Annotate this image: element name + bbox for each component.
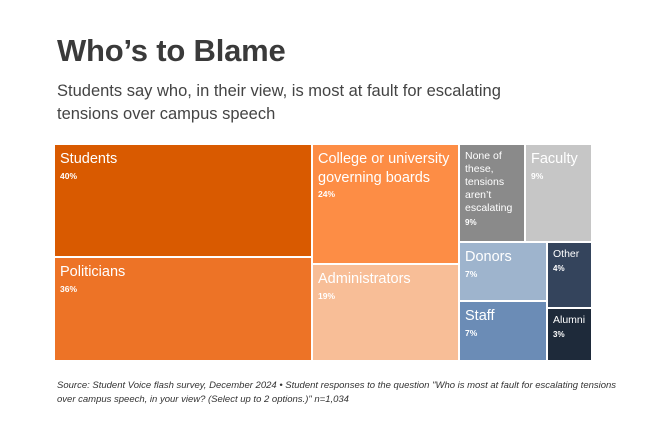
treemap-cell-administrators: Administrators 19% — [313, 265, 460, 360]
treemap-label-boards: College or university governing boards 24… — [318, 150, 454, 200]
treemap-label-donors: Donors 7% — [465, 248, 542, 280]
treemap-cell-none: None of these, tensions aren’t escalatin… — [460, 145, 526, 243]
treemap-label-text: None of these, tensions aren’t escalatin… — [465, 150, 513, 214]
treemap-label-politicians: Politicians 36% — [60, 263, 307, 295]
treemap-label-text: Politicians — [60, 264, 126, 280]
treemap-value-label: 4% — [553, 264, 565, 273]
treemap-cell-staff: Staff 7% — [460, 302, 548, 360]
treemap-value-label: 19% — [318, 290, 336, 301]
treemap-cell-donors: Donors 7% — [460, 243, 548, 302]
treemap-label-text: College or university governing boards — [318, 151, 450, 186]
treemap-label-text: Staff — [465, 308, 495, 324]
treemap-cell-students: Students 40% — [55, 145, 313, 258]
treemap-value-label: 36% — [60, 283, 78, 294]
treemap-value-label: 9% — [465, 218, 477, 227]
treemap-label-faculty: Faculty 9% — [531, 150, 587, 182]
treemap-cell-politicians: Politicians 36% — [55, 258, 313, 360]
source-note: Source: Student Voice flash survey, Dece… — [57, 380, 617, 405]
chart-subtitle: Students say who, in their view, is most… — [57, 82, 501, 123]
treemap: Students 40% Politicians 36% College or univ… — [55, 145, 591, 360]
treemap-value-label: 7% — [465, 268, 478, 279]
treemap-label-text: Donors — [465, 249, 512, 265]
treemap-label-text: Alumni — [553, 314, 586, 326]
treemap-value-label: 9% — [531, 170, 544, 181]
treemap-value-label: 40% — [60, 170, 78, 181]
chart-title: Who’s to Blame — [57, 33, 286, 68]
treemap-value-label: 24% — [318, 189, 336, 199]
treemap-cell-alumni: Alumni 3% — [548, 309, 591, 360]
treemap-label-staff: Staff 7% — [465, 307, 542, 339]
treemap-label-text: Administrators — [318, 271, 411, 287]
treemap-cell-faculty: Faculty 9% — [526, 145, 591, 243]
treemap-label-other: Other 4% — [553, 248, 587, 274]
treemap-cell-boards: College or university governing boards 24… — [313, 145, 460, 265]
treemap-cell-other: Other 4% — [548, 243, 591, 309]
treemap-label-students: Students 40% — [60, 150, 307, 182]
treemap-label-alumni: Alumni 3% — [553, 314, 587, 340]
treemap-value-label: 7% — [465, 327, 478, 338]
treemap-label-text: Faculty — [531, 151, 578, 167]
treemap-label-text: Students — [60, 151, 118, 167]
treemap-label-administrators: Administrators 19% — [318, 270, 454, 302]
treemap-label-none: None of these, tensions aren’t escalatin… — [465, 150, 520, 228]
treemap-value-label: 3% — [553, 330, 565, 339]
treemap-label-text: Other — [553, 248, 580, 260]
